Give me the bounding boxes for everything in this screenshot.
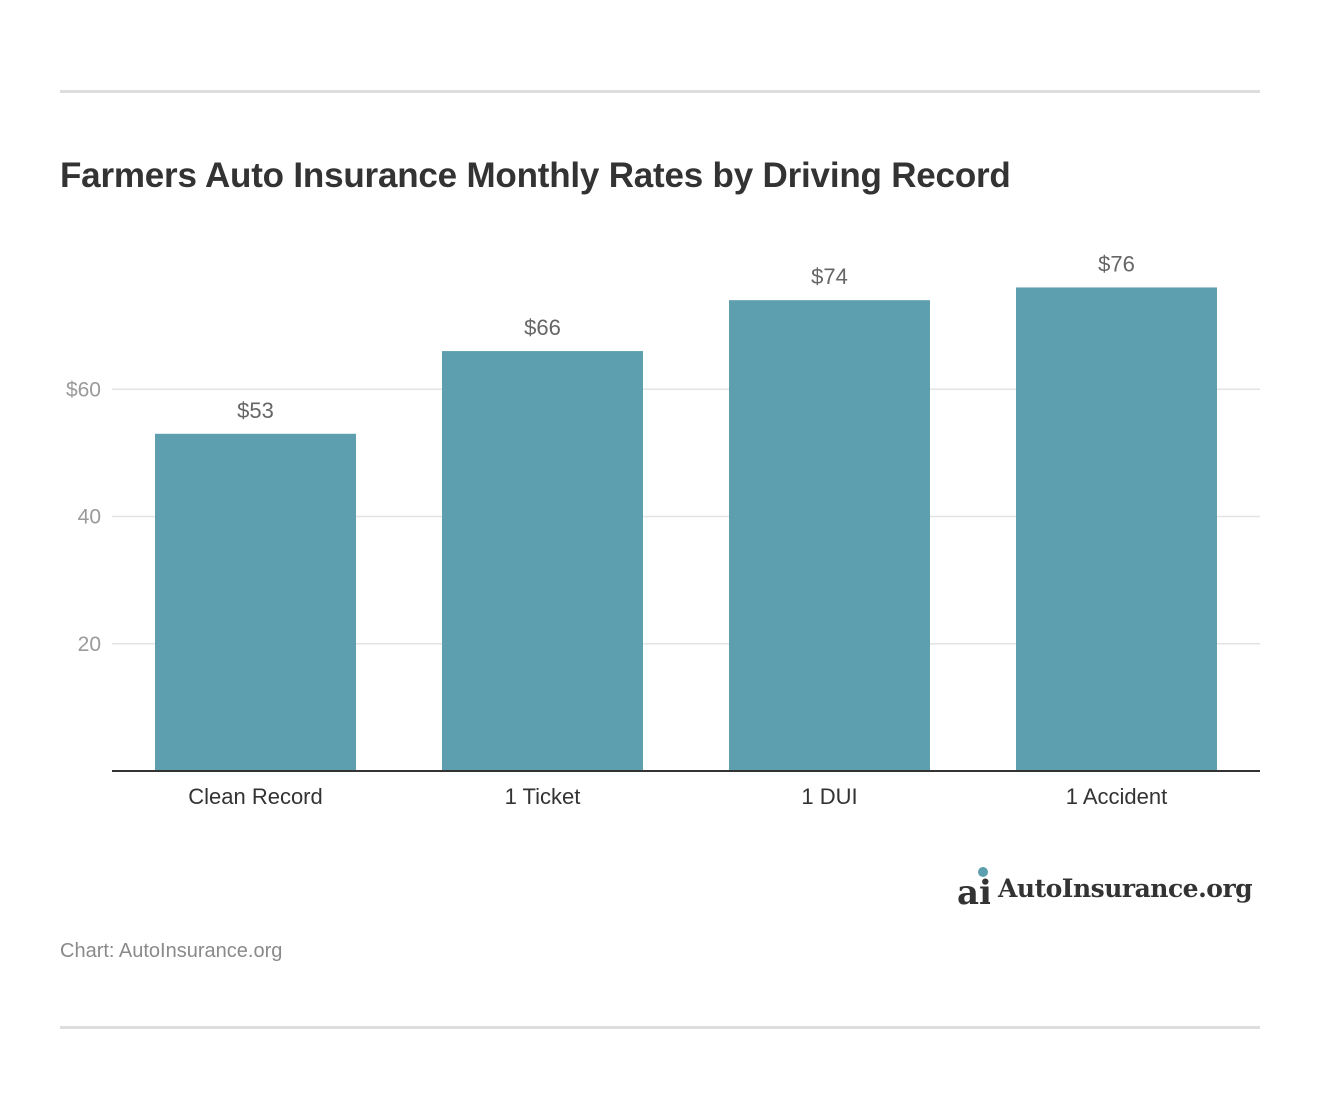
- bar-value-label: $53: [237, 398, 274, 423]
- x-category-label: 1 Ticket: [505, 784, 581, 809]
- x-category-label: 1 DUI: [801, 784, 857, 809]
- autoinsurance-logo: ai AutoInsurance.org: [956, 866, 1253, 910]
- bar-value-label: $74: [811, 264, 848, 289]
- chart-source: Chart: AutoInsurance.org: [60, 940, 283, 962]
- labels: 20 40 $60 $53 Clean Record $66 1 Ticket $74 1 DU…: [66, 251, 1167, 809]
- bar-value-label: $76: [1098, 251, 1135, 276]
- y-tick-label: $60: [66, 378, 101, 401]
- bar: [442, 351, 643, 771]
- top-divider: [60, 90, 1260, 93]
- bottom-divider: [60, 1026, 1260, 1029]
- y-tick-label: 40: [78, 506, 101, 529]
- bars: [155, 287, 1217, 771]
- bar-value-label: $66: [524, 315, 561, 340]
- bar: [1016, 287, 1217, 771]
- x-category-label: Clean Record: [188, 784, 323, 809]
- bar: [155, 433, 356, 771]
- y-tick-label: 20: [78, 633, 101, 656]
- logo-text: AutoInsurance.org: [998, 873, 1253, 903]
- logo-glyph: ai: [957, 873, 990, 910]
- x-category-label: 1 Accident: [1066, 784, 1168, 809]
- chart-title: Farmers Auto Insurance Monthly Rates by …: [60, 156, 1011, 195]
- autoinsurance-logo-icon: ai: [957, 867, 990, 910]
- bar: [729, 300, 930, 771]
